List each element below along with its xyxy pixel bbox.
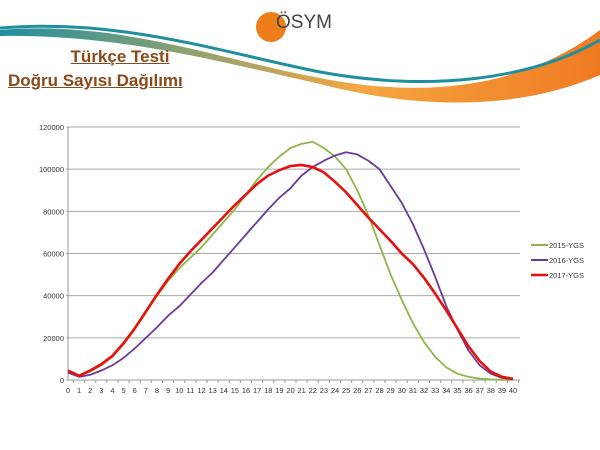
x-tick-label: 2	[88, 386, 92, 395]
x-tick-label: 12	[197, 386, 205, 395]
x-tick-label: 20	[286, 386, 294, 395]
x-tick-label: 13	[208, 386, 216, 395]
osym-logo: ÖSYM	[246, 8, 336, 48]
y-tick-label: 20000	[43, 334, 64, 343]
x-tick-label: 26	[353, 386, 361, 395]
title-line-1: Türkçe Testi	[70, 47, 170, 66]
x-tick-label: 19	[275, 386, 283, 395]
x-tick-label: 3	[99, 386, 103, 395]
x-tick-label: 22	[309, 386, 317, 395]
title-line-2: Doğru Sayısı Dağılımı	[8, 71, 183, 90]
x-tick-label: 15	[231, 386, 239, 395]
legend-label-2015-YGS: 2015-YGS	[549, 241, 584, 250]
x-tick-label: 36	[464, 386, 472, 395]
x-tick-label: 4	[110, 386, 114, 395]
y-tick-label: 100000	[39, 165, 64, 174]
y-tick-label: 80000	[43, 207, 64, 216]
x-tick-label: 34	[442, 386, 450, 395]
x-tick-label: 27	[364, 386, 372, 395]
x-tick-label: 16	[242, 386, 250, 395]
x-tick-label: 6	[133, 386, 137, 395]
y-tick-label: 40000	[43, 292, 64, 301]
legend-label-2016-YGS: 2016-YGS	[549, 256, 584, 265]
series-line-2015-YGS	[67, 140, 514, 381]
legend-label-2017-YGS: 2017-YGS	[549, 271, 584, 280]
x-tick-label: 5	[122, 386, 126, 395]
x-tick-label: 38	[487, 386, 495, 395]
x-tick-label: 37	[475, 386, 483, 395]
y-tick-label: 120000	[39, 123, 64, 132]
x-tick-label: 18	[264, 386, 272, 395]
logo-text: ÖSYM	[276, 12, 332, 33]
x-tick-label: 17	[253, 386, 261, 395]
x-tick-label: 29	[386, 386, 394, 395]
x-tick-label: 1	[77, 386, 81, 395]
x-tick-label: 21	[297, 386, 305, 395]
x-tick-label: 14	[220, 386, 228, 395]
series-line-2017-YGS	[67, 163, 514, 381]
x-tick-label: 24	[331, 386, 339, 395]
x-tick-label: 30	[398, 386, 406, 395]
x-tick-label: 28	[375, 386, 383, 395]
x-tick-label: 0	[66, 386, 70, 395]
x-tick-label: 33	[431, 386, 439, 395]
x-tick-label: 31	[409, 386, 417, 395]
x-tick-label: 7	[144, 386, 148, 395]
y-tick-label: 0	[60, 376, 64, 385]
logo-circle-icon	[256, 12, 286, 42]
x-tick-label: 35	[453, 386, 461, 395]
x-tick-label: 40	[509, 386, 517, 395]
header-swoosh-decoration	[0, 24, 600, 103]
series-line-2016-YGS	[67, 151, 514, 381]
x-tick-label: 10	[175, 386, 183, 395]
x-tick-label: 9	[166, 386, 170, 395]
x-tick-label: 39	[498, 386, 506, 395]
x-tick-label: 32	[420, 386, 428, 395]
x-tick-label: 8	[155, 386, 159, 395]
y-tick-label: 60000	[43, 250, 64, 259]
x-tick-label: 23	[320, 386, 328, 395]
x-tick-label: 25	[342, 386, 350, 395]
x-tick-label: 11	[186, 386, 194, 395]
